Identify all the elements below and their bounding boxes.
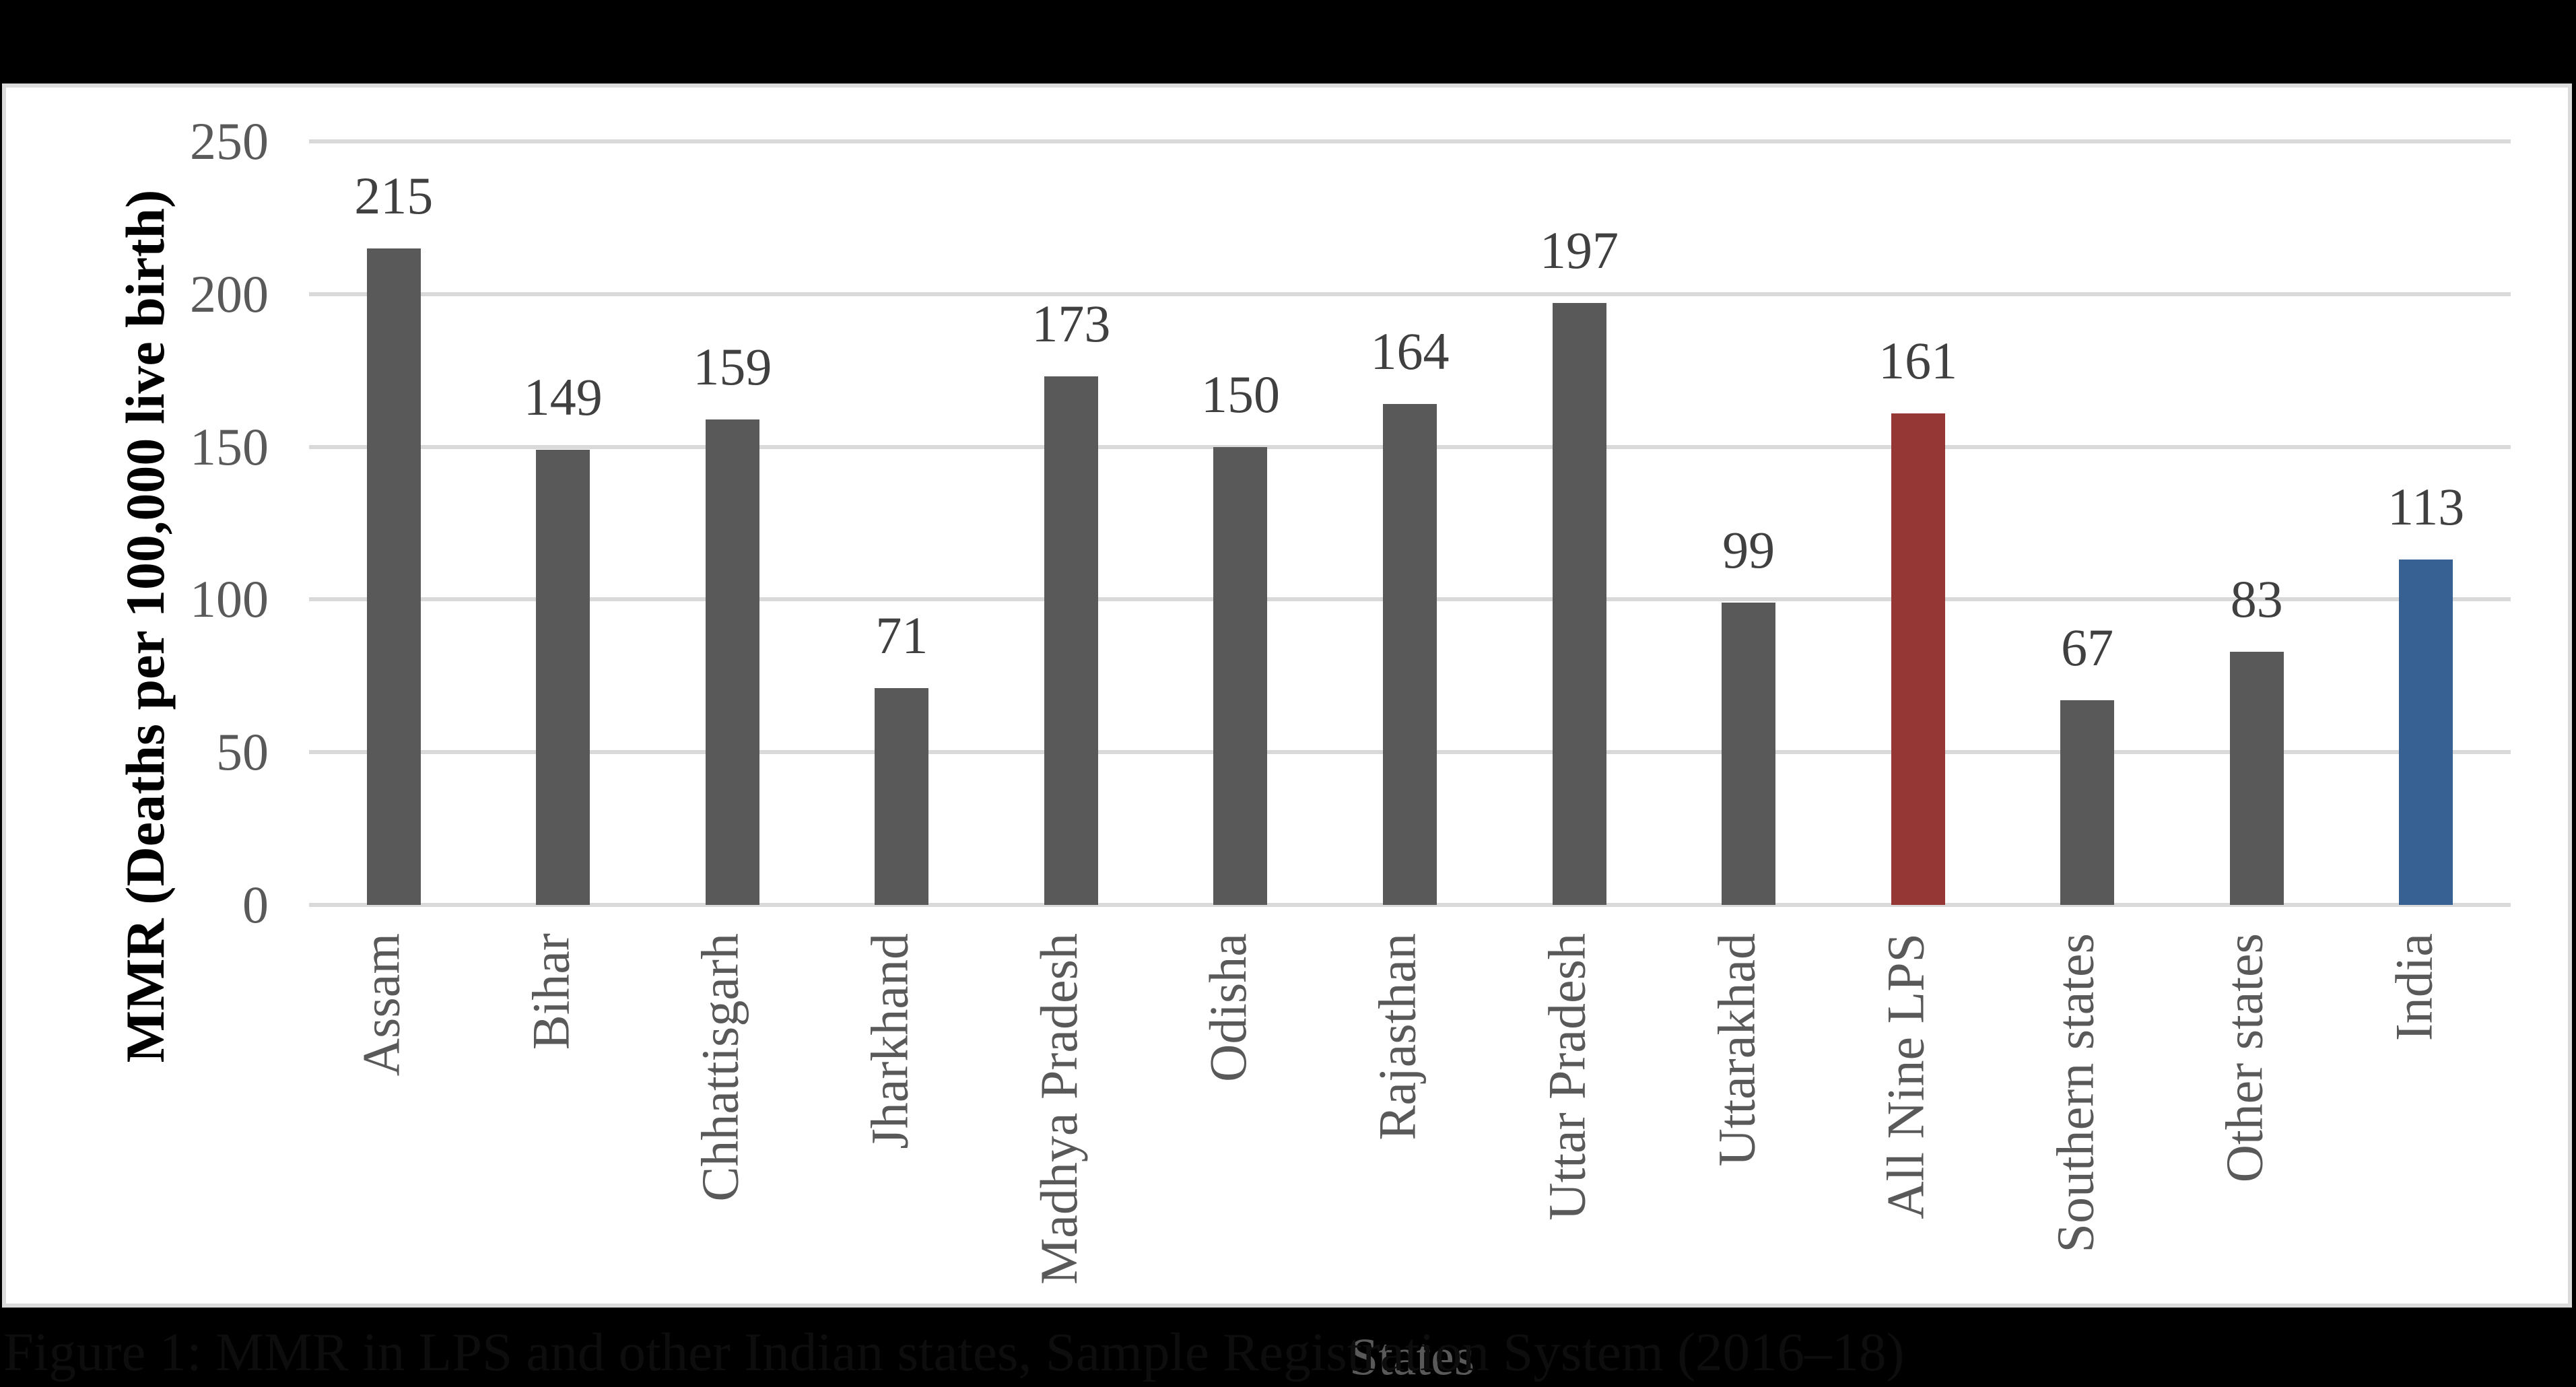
- bar-value-label: 67: [2061, 618, 2114, 677]
- x-axis-line: [309, 903, 2511, 907]
- category-label: Uttarakhad: [1707, 933, 1766, 1167]
- bar-india: [2399, 560, 2453, 905]
- bar-value-label: 215: [354, 166, 434, 225]
- category-label: Assam: [351, 933, 411, 1077]
- category-label: Chhattisgarh: [690, 933, 749, 1202]
- bar-value-label: 164: [1370, 322, 1450, 380]
- gridline: [309, 292, 2511, 296]
- bar-rajasthan: [1383, 404, 1437, 905]
- category-label: Odisha: [1198, 933, 1258, 1082]
- bar-southern-states: [2060, 700, 2115, 905]
- bar-value-label: 99: [1722, 520, 1775, 579]
- bar-other-states: [2229, 652, 2284, 905]
- bar-value-label: 173: [1031, 294, 1111, 353]
- chart-panel: MMR (Deaths per 100,000 live birth) Stat…: [2, 83, 2572, 1384]
- y-tick-label: 250: [190, 112, 269, 170]
- bar-value-label: 159: [693, 337, 772, 396]
- bar-value-label: 71: [875, 606, 928, 665]
- category-label: Bihar: [521, 933, 580, 1050]
- y-tick-label: 150: [190, 417, 269, 476]
- y-tick-label: 0: [242, 875, 269, 934]
- category-label: India: [2384, 933, 2443, 1042]
- category-label: Rajasthan: [1368, 933, 1427, 1141]
- figure-caption: Figure 1: MMR in LPS and other Indian st…: [3, 1322, 1905, 1382]
- category-label: Other states: [2214, 933, 2274, 1183]
- bar-value-label: 113: [2387, 477, 2465, 536]
- bar-uttar-pradesh: [1552, 303, 1606, 905]
- x-axis-title: States: [1349, 1327, 1475, 1386]
- bar-uttarakhad: [1722, 603, 1776, 905]
- bar-assam: [366, 248, 421, 905]
- bar-value-label: 161: [1878, 331, 1958, 390]
- bar-chhattisgarh: [705, 419, 759, 905]
- bar-odisha: [1213, 447, 1268, 905]
- bar-bihar: [536, 450, 590, 905]
- y-tick-label: 100: [190, 570, 269, 629]
- gridline: [309, 139, 2511, 143]
- bar-value-label: 83: [2230, 570, 2283, 628]
- category-label: Uttar Pradesh: [1537, 933, 1596, 1221]
- bar-value-label: 150: [1200, 365, 1280, 424]
- bar-all-nine-lps: [1891, 413, 1945, 905]
- bar-value-label: 197: [1540, 221, 1619, 279]
- y-tick-label: 50: [216, 722, 269, 782]
- bar-jharkhand: [875, 688, 929, 905]
- y-tick-label: 200: [190, 264, 269, 323]
- category-label: Southern states: [2045, 933, 2105, 1253]
- category-label: Madhya Pradesh: [1029, 933, 1088, 1285]
- bar-madhya-pradesh: [1044, 376, 1098, 905]
- category-label: Jharkhand: [860, 933, 919, 1149]
- bar-value-label: 149: [523, 368, 603, 426]
- category-label: All Nine LPS: [1876, 933, 1935, 1219]
